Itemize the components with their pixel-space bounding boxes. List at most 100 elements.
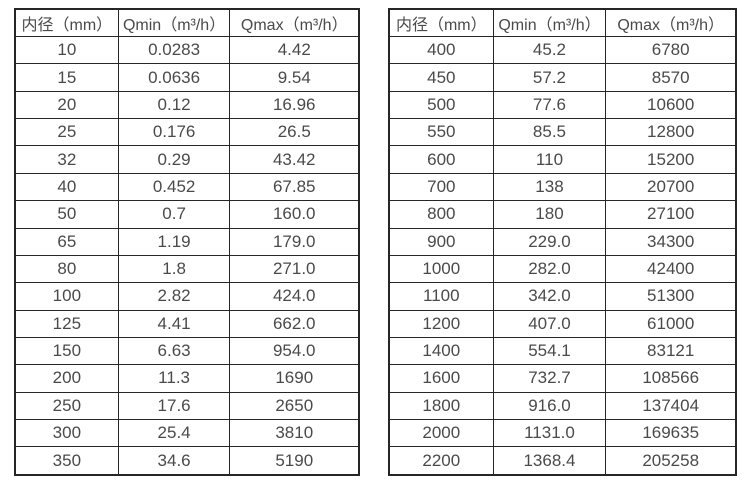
cell-qmin: 34.6 xyxy=(117,446,231,476)
cell-qmin: 0.29 xyxy=(117,145,231,174)
cell-qmax: 205258 xyxy=(605,446,737,476)
cell-qmax: 27100 xyxy=(605,200,737,229)
cell-qmax: 2650 xyxy=(229,391,360,421)
cell-qmax: 83121 xyxy=(605,336,737,366)
flow-table-large-diameters: 内径（mm） Qmin（m³/h） Qmax（m³/h） 400 45.2 6780… xyxy=(388,8,737,476)
table-row: 200 11.3 1690 xyxy=(14,364,360,393)
table-row: 2000 1131.0 169635 xyxy=(388,419,737,448)
table-row: 1000 282.0 42400 xyxy=(388,254,737,284)
flow-table-small-diameters: 内径（mm） Qmin（m³/h） Qmax（m³/h） 10 0.0283 4.4… xyxy=(14,8,360,476)
cell-qmin: 0.7 xyxy=(117,200,231,229)
table-row: 32 0.29 43.42 xyxy=(14,145,360,174)
cell-qmax: 67.85 xyxy=(229,172,360,202)
cell-qmax: 61000 xyxy=(605,309,737,338)
cell-qmin: 6.63 xyxy=(117,336,231,366)
cell-qmax: 179.0 xyxy=(229,227,360,256)
table-row: 1100 342.0 51300 xyxy=(388,282,737,311)
cell-inner-diameter: 100 xyxy=(14,282,119,311)
table-row: 100 2.82 424.0 xyxy=(14,282,360,311)
cell-inner-diameter: 150 xyxy=(14,336,119,366)
cell-qmin: 85.5 xyxy=(492,118,607,147)
cell-qmax: 51300 xyxy=(605,282,737,311)
cell-inner-diameter: 350 xyxy=(14,446,119,476)
header-qmin: Qmin（m³/h） xyxy=(492,8,607,37)
table-row: 900 229.0 34300 xyxy=(388,227,737,256)
cell-qmax: 169635 xyxy=(605,419,737,448)
cell-qmax: 1690 xyxy=(229,364,360,393)
cell-inner-diameter: 1600 xyxy=(388,364,494,393)
cell-qmin: 45.2 xyxy=(492,35,607,65)
table-row: 350 34.6 5190 xyxy=(14,446,360,476)
cell-qmin: 57.2 xyxy=(492,63,607,92)
cell-qmax: 42400 xyxy=(605,254,737,284)
cell-qmax: 662.0 xyxy=(229,309,360,338)
cell-inner-diameter: 20 xyxy=(14,90,119,120)
cell-qmax: 271.0 xyxy=(229,254,360,284)
cell-inner-diameter: 1100 xyxy=(388,282,494,311)
cell-qmin: 77.6 xyxy=(492,90,607,120)
cell-inner-diameter: 500 xyxy=(388,90,494,120)
cell-qmin: 229.0 xyxy=(492,227,607,256)
cell-inner-diameter: 65 xyxy=(14,227,119,256)
cell-inner-diameter: 25 xyxy=(14,118,119,147)
cell-qmin: 0.452 xyxy=(117,172,231,202)
cell-qmax: 26.5 xyxy=(229,118,360,147)
cell-inner-diameter: 125 xyxy=(14,309,119,338)
table-row: 125 4.41 662.0 xyxy=(14,309,360,338)
table-row: 20 0.12 16.96 xyxy=(14,90,360,120)
cell-inner-diameter: 550 xyxy=(388,118,494,147)
cell-qmax: 424.0 xyxy=(229,282,360,311)
cell-qmax: 16.96 xyxy=(229,90,360,120)
cell-qmax: 43.42 xyxy=(229,145,360,174)
cell-qmax: 3810 xyxy=(229,419,360,448)
table-row: 550 85.5 12800 xyxy=(388,118,737,147)
table-row: 1800 916.0 137404 xyxy=(388,391,737,421)
cell-qmin: 1.8 xyxy=(117,254,231,284)
cell-inner-diameter: 200 xyxy=(14,364,119,393)
cell-qmin: 4.41 xyxy=(117,309,231,338)
header-row: 内径（mm） Qmin（m³/h） Qmax（m³/h） xyxy=(14,8,360,37)
table-row: 450 57.2 8570 xyxy=(388,63,737,92)
cell-inner-diameter: 600 xyxy=(388,145,494,174)
cell-qmin: 342.0 xyxy=(492,282,607,311)
cell-qmax: 4.42 xyxy=(229,35,360,65)
cell-qmax: 9.54 xyxy=(229,63,360,92)
cell-qmax: 5190 xyxy=(229,446,360,476)
cell-inner-diameter: 1200 xyxy=(388,309,494,338)
table-row: 25 0.176 26.5 xyxy=(14,118,360,147)
table-row: 50 0.7 160.0 xyxy=(14,200,360,229)
cell-qmin: 732.7 xyxy=(492,364,607,393)
cell-inner-diameter: 450 xyxy=(388,63,494,92)
table-row: 2200 1368.4 205258 xyxy=(388,446,737,476)
cell-qmax: 137404 xyxy=(605,391,737,421)
cell-qmin: 0.0636 xyxy=(117,63,231,92)
header-inner-diameter: 内径（mm） xyxy=(14,8,119,37)
header-row: 内径（mm） Qmin（m³/h） Qmax（m³/h） xyxy=(388,8,737,37)
cell-qmax: 10600 xyxy=(605,90,737,120)
table-row: 1400 554.1 83121 xyxy=(388,336,737,366)
cell-inner-diameter: 2000 xyxy=(388,419,494,448)
cell-qmin: 17.6 xyxy=(117,391,231,421)
cell-inner-diameter: 40 xyxy=(14,172,119,202)
table-row: 80 1.8 271.0 xyxy=(14,254,360,284)
cell-qmin: 407.0 xyxy=(492,309,607,338)
cell-qmin: 0.0283 xyxy=(117,35,231,65)
cell-inner-diameter: 2200 xyxy=(388,446,494,476)
table-row: 1600 732.7 108566 xyxy=(388,364,737,393)
cell-qmin: 282.0 xyxy=(492,254,607,284)
table-row: 10 0.0283 4.42 xyxy=(14,35,360,65)
cell-qmin: 1368.4 xyxy=(492,446,607,476)
table-body: 10 0.0283 4.42 15 0.0636 9.54 20 0.12 16.96 25 0.1… xyxy=(14,35,360,476)
table-row: 150 6.63 954.0 xyxy=(14,336,360,366)
table-row: 600 110 15200 xyxy=(388,145,737,174)
table-row: 250 17.6 2650 xyxy=(14,391,360,421)
table-row: 300 25.4 3810 xyxy=(14,419,360,448)
header-qmin: Qmin（m³/h） xyxy=(117,8,231,37)
cell-qmin: 916.0 xyxy=(492,391,607,421)
cell-qmax: 954.0 xyxy=(229,336,360,366)
cell-qmax: 108566 xyxy=(605,364,737,393)
header-inner-diameter: 内径（mm） xyxy=(388,8,494,37)
cell-inner-diameter: 32 xyxy=(14,145,119,174)
cell-qmax: 15200 xyxy=(605,145,737,174)
